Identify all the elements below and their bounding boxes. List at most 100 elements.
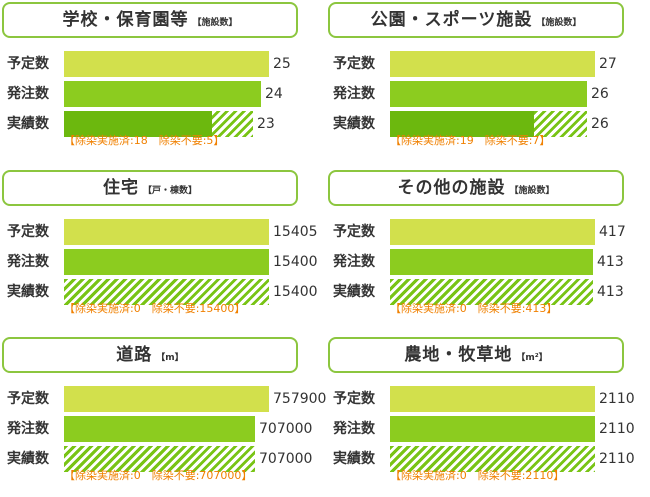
plan-bar [64, 219, 269, 245]
order-bar [64, 81, 261, 107]
row-label: 予定数 [7, 56, 49, 72]
row-label: 予定数 [333, 56, 375, 72]
bar-row: 実績数 413 [328, 279, 628, 305]
row-label: 予定数 [333, 224, 375, 240]
row-label: 発注数 [333, 86, 375, 102]
panel-unit: 【m】 [156, 353, 184, 363]
actual-bar [64, 446, 255, 472]
order-bar [390, 81, 587, 107]
decon-note: 【除染実施済:0 除染不要:2110】 [390, 469, 565, 482]
actual-done-bar [390, 111, 534, 137]
bar-value-label: 23 [257, 116, 275, 132]
panel-title: 農地・牧草地 [404, 345, 513, 365]
bar-value-label: 26 [591, 86, 609, 102]
actual-bar [390, 279, 593, 305]
bar-row: 実績数 2110 [328, 446, 635, 472]
row-label: 実績数 [7, 451, 49, 467]
row-label: 発注数 [7, 421, 49, 437]
bar-value-label: 757900 [273, 391, 327, 407]
plan-bar [64, 51, 269, 77]
order-bar [64, 249, 269, 275]
bar-row: 実績数 707000 [2, 446, 312, 472]
row-label: 実績数 [333, 451, 375, 467]
panel-header: 学校・保育園等 【施設数】 [2, 2, 298, 38]
decon-note: 【除染実施済:0 除染不要:707000】 [64, 469, 253, 482]
bar-row: 予定数 417 [328, 219, 628, 245]
bar-value-label: 707000 [259, 421, 313, 437]
bar-value-label: 15400 [273, 254, 318, 270]
row-label: 発注数 [333, 254, 375, 270]
panel-unit: 【m²】 [516, 353, 548, 363]
row-label: 発注数 [333, 421, 375, 437]
bar-value-label: 2110 [599, 391, 635, 407]
panel-header: 公園・スポーツ施設 【施設数】 [328, 2, 624, 38]
actual-bar [390, 111, 587, 137]
panel-unit: 【戸・棟数】 [142, 186, 197, 196]
plan-bar [390, 51, 595, 77]
bar-row: 発注数 2110 [328, 416, 635, 442]
decon-note: 【除染実施済:19 除染不要:7】 [390, 134, 551, 147]
bar-value-label: 27 [599, 56, 617, 72]
bar-value-label: 413 [597, 284, 624, 300]
bar-value-label: 15400 [273, 284, 318, 300]
bar-row: 予定数 15405 [2, 219, 318, 245]
bar-row: 予定数 27 [328, 51, 628, 77]
panel-title: 学校・保育園等 [62, 10, 189, 30]
row-label: 予定数 [333, 391, 375, 407]
plan-bar [390, 386, 595, 412]
row-label: 発注数 [7, 254, 49, 270]
bar-row: 予定数 2110 [328, 386, 635, 412]
chart-panel: その他の施設 【施設数】予定数 417 発注数 413 実績数 413 【除染実施済:0 除染… [328, 170, 628, 330]
bar-value-label: 15405 [273, 224, 318, 240]
panel-header: 住宅 【戸・棟数】 [2, 170, 298, 206]
bar-row: 発注数 24 [2, 81, 302, 107]
bar-row: 予定数 25 [2, 51, 302, 77]
plan-bar [390, 219, 595, 245]
row-label: 予定数 [7, 391, 49, 407]
panel-unit: 【施設数】 [192, 18, 238, 28]
chart-panel: 住宅 【戸・棟数】 予定数 15405 発注数 15400 実績数 15400 【除染実施済:0… [2, 170, 318, 330]
bar-row: 発注数 15400 [2, 249, 318, 275]
panel-header: 道路 【m】 [2, 337, 298, 373]
chart-panel: 学校・保育園等 【施設数】予定数 25 発注数 24 実績数 23 【除染実施済:18 除染不… [2, 2, 302, 162]
bar-value-label: 413 [597, 254, 624, 270]
bar-value-label: 2110 [599, 451, 635, 467]
order-bar [390, 416, 595, 442]
row-label: 実績数 [7, 116, 49, 132]
bar-value-label: 25 [273, 56, 291, 72]
bar-value-label: 2110 [599, 421, 635, 437]
row-label: 実績数 [333, 284, 375, 300]
bar-row: 実績数 26 [328, 111, 628, 137]
panel-header: 農地・牧草地 【m²】 [328, 337, 624, 373]
bar-row: 実績数 23 [2, 111, 302, 137]
order-bar [64, 416, 255, 442]
bar-row: 発注数 707000 [2, 416, 312, 442]
panel-unit: 【施設数】 [536, 18, 582, 28]
panel-title: 道路 [116, 345, 153, 365]
chart-panel: 道路 【m】 予定数 757900 発注数 707000 実績数 707000 【除染実施済:0… [2, 337, 326, 497]
panel-title: その他の施設 [397, 178, 506, 198]
actual-bar [64, 111, 253, 137]
bar-row: 発注数 413 [328, 249, 628, 275]
row-label: 実績数 [333, 116, 375, 132]
decon-note: 【除染実施済:0 除染不要:413】 [390, 302, 558, 315]
row-label: 予定数 [7, 224, 49, 240]
row-label: 発注数 [7, 86, 49, 102]
chart-panel: 公園・スポーツ施設 【施設数】予定数 27 発注数 26 実績数 26 【除染実施済:19 除… [328, 2, 628, 162]
bar-row: 予定数 757900 [2, 386, 326, 412]
bar-value-label: 26 [591, 116, 609, 132]
decon-note: 【除染実施済:0 除染不要:15400】 [64, 302, 246, 315]
bar-value-label: 417 [599, 224, 626, 240]
chart-panel: 農地・牧草地 【m²】予定数 2110 発注数 2110 実績数 2110 【除染実施済:0 … [328, 337, 635, 497]
panel-title: 公園・スポーツ施設 [370, 10, 533, 30]
decon-note: 【除染実施済:18 除染不要:5】 [64, 134, 225, 147]
plan-bar [64, 386, 269, 412]
order-bar [390, 249, 593, 275]
bar-row: 発注数 26 [328, 81, 628, 107]
panel-header: その他の施設 【施設数】 [328, 170, 624, 206]
bar-row: 実績数 15400 [2, 279, 318, 305]
panel-title: 住宅 [102, 178, 139, 198]
actual-bar [64, 279, 269, 305]
bar-value-label: 24 [265, 86, 283, 102]
actual-done-bar [64, 111, 212, 137]
